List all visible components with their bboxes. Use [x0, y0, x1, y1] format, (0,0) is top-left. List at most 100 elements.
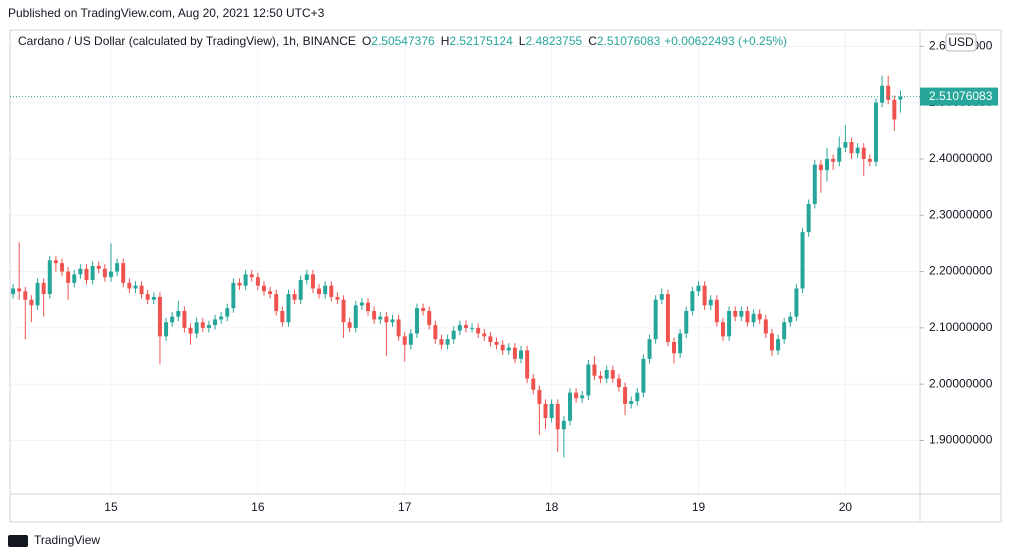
candle-body: [225, 308, 230, 317]
candle-body: [892, 99, 897, 120]
last-price-label: 2.51076083: [929, 89, 993, 103]
candle-body: [108, 271, 113, 278]
l-label: L: [519, 34, 526, 48]
axes: 1.90000000 2.00000000 2.10000000 2.20000000…: [104, 39, 998, 514]
candle-body: [708, 299, 713, 306]
candle-body: [286, 294, 291, 323]
candle-body: [610, 370, 615, 379]
candle-body: [41, 282, 46, 295]
x-tick-label: 19: [692, 500, 706, 514]
candle-body: [806, 204, 811, 233]
candle-body: [249, 274, 254, 278]
candle-body: [690, 291, 695, 311]
candle-body: [231, 282, 236, 309]
candle-body: [825, 158, 830, 171]
candle-body: [757, 313, 762, 320]
candle-body: [512, 347, 517, 359]
x-tick-label: 18: [545, 500, 559, 514]
candle-body: [304, 274, 309, 281]
candle-body: [243, 274, 248, 286]
candle-body: [96, 265, 101, 269]
candle-body: [280, 310, 285, 323]
candle-body: [206, 325, 211, 328]
candle-body: [482, 333, 487, 337]
candle-body: [641, 358, 646, 393]
candle-body: [818, 164, 823, 171]
candle-body: [463, 325, 468, 328]
candle-body: [102, 268, 107, 278]
candle-body: [678, 333, 683, 354]
candle-body: [133, 285, 138, 289]
candle-body: [672, 341, 677, 354]
brand: TradingView: [34, 533, 100, 547]
candle-body: [17, 288, 22, 292]
candle-body: [586, 364, 591, 396]
y-tick-label: 2.30000000: [929, 207, 993, 221]
candle-body: [451, 330, 456, 340]
candle-body: [317, 288, 322, 295]
currency: USD: [948, 35, 974, 49]
candle-body: [684, 310, 689, 334]
candle-body: [408, 333, 413, 345]
candles: [10, 75, 920, 458]
y-tick-label: 2.00000000: [929, 376, 993, 390]
candle-body: [29, 299, 34, 306]
candle-body: [53, 260, 58, 264]
candle-body: [488, 336, 493, 342]
currency-badge: [945, 33, 977, 52]
candle-body: [861, 147, 866, 159]
candle-body: [659, 294, 664, 300]
candle-body: [782, 322, 787, 340]
candle-body: [323, 285, 328, 295]
candle-body: [292, 294, 297, 300]
candle-body: [359, 302, 364, 306]
candle-body: [170, 316, 175, 323]
candle-body: [427, 310, 432, 326]
candle-body: [665, 294, 670, 342]
c-value: 2.51076083: [597, 34, 661, 48]
candle-body: [433, 325, 438, 340]
brand-logo: [8, 535, 28, 547]
candle-body: [580, 395, 585, 399]
h-value: 2.52175124: [449, 34, 513, 48]
candle-body: [616, 378, 621, 388]
candle-body: [151, 296, 156, 300]
candle-body: [84, 268, 89, 281]
candle-body: [219, 316, 224, 320]
candle-body: [739, 310, 744, 317]
candle-body: [543, 403, 548, 418]
candle-body: [390, 319, 395, 323]
candle-body: [720, 322, 725, 337]
candle-body: [439, 339, 444, 345]
candle-body: [274, 294, 279, 311]
candle-body: [653, 299, 658, 340]
candle-body: [23, 291, 28, 300]
candle-body: [127, 282, 132, 289]
l-value: 2.4823755: [525, 34, 582, 48]
candle-body: [72, 274, 77, 283]
candle-body: [90, 265, 95, 281]
candle-body: [574, 392, 579, 399]
candle-body: [751, 313, 756, 323]
candle-body: [194, 322, 199, 334]
candle-body: [261, 285, 266, 292]
candle-body: [200, 322, 205, 328]
candle-body: [115, 263, 120, 272]
candle-body: [335, 296, 340, 300]
candle-body: [837, 147, 842, 162]
candle-body: [647, 339, 652, 359]
x-tick-label: 15: [104, 500, 118, 514]
y-tick-label: 2.20000000: [929, 264, 993, 278]
candle-body: [794, 288, 799, 317]
candle-body: [78, 268, 83, 275]
candle-body: [733, 310, 738, 317]
o-value: 2.50547376: [371, 34, 435, 48]
candle-body: [849, 142, 854, 154]
candle-body: [886, 85, 891, 100]
candle-body: [310, 274, 315, 289]
candle-body: [347, 322, 352, 328]
c-label: C: [588, 34, 597, 48]
candle-body: [164, 322, 169, 337]
candle-body: [182, 310, 187, 328]
